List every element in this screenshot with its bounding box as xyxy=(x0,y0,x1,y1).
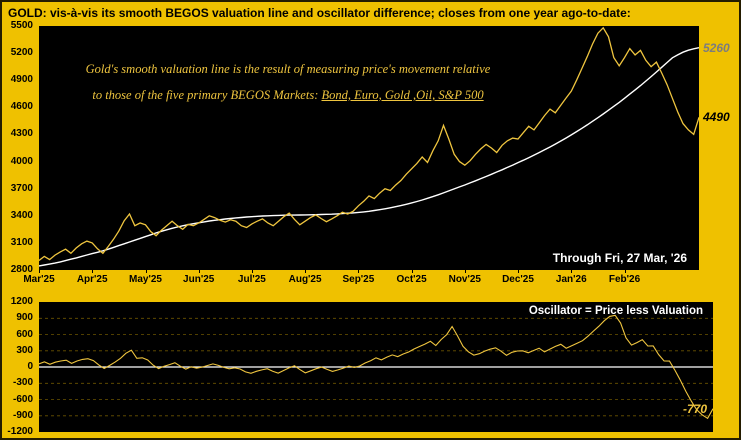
month-tick xyxy=(198,270,200,273)
month-tick xyxy=(39,270,40,273)
price-chart-svg xyxy=(38,26,700,267)
x-axis-label: Jan'26 xyxy=(555,274,587,285)
x-axis-label: Aug'25 xyxy=(288,274,322,285)
y-tick-label: 3100 xyxy=(10,236,33,248)
month-tick xyxy=(145,270,147,273)
oscillator-canvas xyxy=(38,302,714,432)
gold-price-line xyxy=(38,26,700,262)
x-axis-label: Feb'26 xyxy=(608,274,641,285)
month-tick xyxy=(571,270,573,273)
valuation-line xyxy=(38,47,700,267)
chart-title: GOLD: vis-à-vis its smooth BEGOS valuati… xyxy=(8,6,631,20)
y-tick-label: 3700 xyxy=(10,182,33,194)
month-tick xyxy=(305,270,307,273)
oscillator-svg xyxy=(38,314,714,420)
month-tick xyxy=(518,270,519,273)
y-tick-label: 900 xyxy=(16,312,33,324)
y-tick-label: 4000 xyxy=(10,155,33,167)
oscillator-y-axis: 1200 900 600 300 0 -300 -600 -900 -1200 xyxy=(2,296,36,437)
x-axis-labels: Mar'25 Apr'25 May'25 Jun'25 Jul'25 Aug'25 Sep'… xyxy=(23,270,699,288)
month-tick xyxy=(358,270,360,273)
y-tick-label: -600 xyxy=(12,393,33,405)
x-axis-label: Nov'25 xyxy=(448,274,481,285)
y-tick-label: 4300 xyxy=(10,128,33,140)
y-tick-label: -900 xyxy=(12,409,33,421)
oscillator-line xyxy=(38,314,714,420)
x-axis-label: May'25 xyxy=(129,274,162,285)
y-tick-label: 5500 xyxy=(10,20,33,31)
x-axis-label: Mar'25 xyxy=(23,274,55,285)
x-axis-label: Dec'25 xyxy=(502,274,534,285)
annotation-line2: to those of the five primary BEGOS Marke… xyxy=(55,82,521,108)
valuation-end-label: 5260 xyxy=(703,40,730,55)
y-tick-label: -300 xyxy=(12,377,33,389)
price-y-axis: 5500 5200 4900 4600 4300 4000 3700 3400 3100 2800 xyxy=(2,20,36,275)
price-end-label: 4490 xyxy=(703,110,730,125)
y-tick-label: 0 xyxy=(27,361,33,372)
y-tick-label: 600 xyxy=(16,328,33,340)
y-tick-label: 3400 xyxy=(10,209,33,221)
y-tick-label: 4900 xyxy=(10,74,33,86)
through-date-label: Through Fri, 27 Mar, '26 xyxy=(552,251,687,265)
y-tick-label: 4600 xyxy=(10,101,33,113)
month-tick xyxy=(464,270,466,273)
x-axis-label: Jun'25 xyxy=(183,274,215,285)
y-tick-label: 300 xyxy=(16,344,33,356)
month-tick xyxy=(411,270,413,273)
y-tick-label: 1200 xyxy=(10,296,33,307)
oscillator-title: Oscillator = Price less Valuation xyxy=(528,305,703,317)
x-axis-label: Sep'25 xyxy=(342,274,375,285)
x-axis-label: Apr'25 xyxy=(76,274,108,285)
annotation-begos-markets: Bond, Euro, Gold ,Oil, S&P 500 xyxy=(321,88,484,102)
month-tick xyxy=(92,270,94,273)
price-chart-plot: Gold's smooth valuation line is the resu… xyxy=(38,26,700,270)
annotation-line2-prefix: to those of the five primary BEGOS Marke… xyxy=(92,88,322,102)
oscillator-plot: Oscillator = Price less Valuation -770 xyxy=(38,302,714,432)
y-tick-label: -1200 xyxy=(7,426,33,437)
y-tick-label: 5200 xyxy=(10,47,33,59)
annotation-line1: Gold's smooth valuation line is the resu… xyxy=(85,62,491,76)
month-tick xyxy=(251,270,253,273)
price-chart-canvas xyxy=(38,26,700,270)
y-tick-label: 2800 xyxy=(10,264,33,275)
valuation-annotation: Gold's smooth valuation line is the resu… xyxy=(55,56,521,108)
oscillator-end-label: -770 xyxy=(682,401,707,416)
month-tick xyxy=(624,270,626,273)
x-axis-label: Jul'25 xyxy=(237,274,266,285)
x-axis-label: Oct'25 xyxy=(396,274,427,285)
